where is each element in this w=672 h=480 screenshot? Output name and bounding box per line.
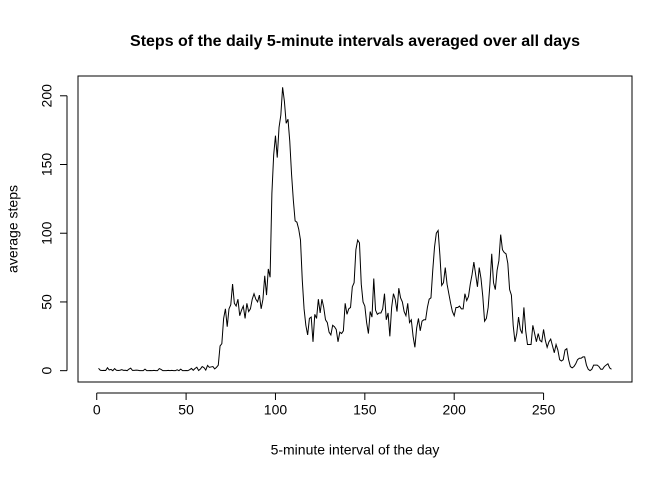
y-tick-label: 0	[39, 367, 55, 375]
x-tick-label: 100	[264, 402, 288, 418]
data-line	[98, 87, 612, 372]
x-axis-label: 5-minute interval of the day	[271, 442, 440, 458]
plot-box	[77, 75, 633, 383]
chart-title: Steps of the daily 5-minute intervals av…	[130, 33, 580, 50]
y-tick-label: 50	[39, 294, 55, 310]
x-tick-label: 200	[443, 402, 467, 418]
x-tick-label: 0	[93, 402, 101, 418]
x-tick-label: 50	[178, 402, 194, 418]
y-tick-label: 100	[39, 221, 55, 245]
y-tick-label: 200	[39, 84, 55, 108]
x-tick-label: 150	[353, 402, 377, 418]
y-axis-label: average steps	[5, 185, 21, 273]
x-tick-label: 250	[532, 402, 556, 418]
y-tick-label: 150	[39, 153, 55, 177]
